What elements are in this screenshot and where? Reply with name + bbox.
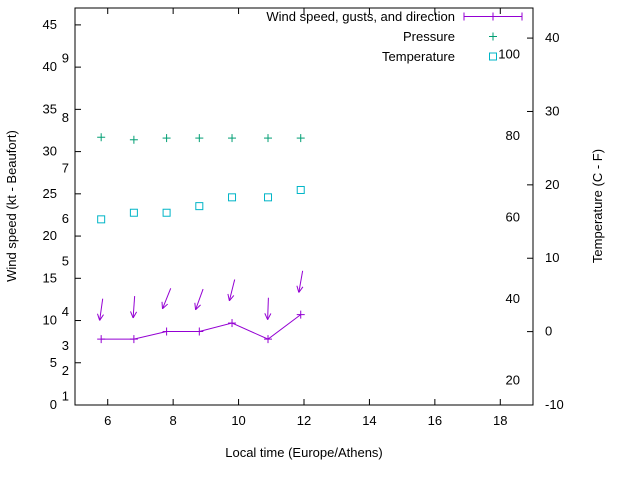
y-left-tick-label: 0 bbox=[50, 397, 57, 412]
y-left-tick-label: 5 bbox=[50, 355, 57, 370]
wind-direction-arrow bbox=[99, 298, 104, 321]
temperature-marker bbox=[296, 185, 305, 194]
wind-direction-arrowhead bbox=[195, 304, 201, 311]
y-left-tick-label: 10 bbox=[43, 313, 57, 328]
y-right-tick-label: 30 bbox=[545, 103, 559, 118]
wind-speed-line bbox=[101, 314, 302, 340]
x-tick-label: 16 bbox=[428, 413, 442, 428]
x-tick-label: 6 bbox=[104, 413, 111, 428]
beaufort-scale-label: 7 bbox=[62, 160, 69, 175]
plot-area: 6 8 10 12 14 16 18051015202530354045-100102030… bbox=[43, 7, 564, 428]
y-right-tick-label: -10 bbox=[545, 397, 564, 412]
x-tick-label: 10 bbox=[231, 413, 245, 428]
left-axis-title: Wind speed (kt - Beaufort) bbox=[4, 130, 19, 282]
beaufort-scale-label: 1 bbox=[62, 389, 69, 404]
temperature-marker bbox=[162, 208, 171, 217]
wind-direction-arrow bbox=[162, 288, 172, 309]
wind-direction-arrowhead bbox=[298, 286, 304, 293]
beaufort-scale-label: 2 bbox=[62, 363, 69, 378]
wind-direction-arrow bbox=[132, 296, 136, 319]
wind-direction-arrowhead bbox=[194, 302, 197, 310]
y-left-tick-label: 35 bbox=[43, 101, 57, 116]
plot-frame bbox=[74, 7, 534, 406]
y-right-tick-label: 20 bbox=[545, 177, 559, 192]
wind-direction-arrowhead bbox=[228, 295, 235, 302]
beaufort-scale-label: 3 bbox=[62, 338, 69, 353]
right-axis-title: Temperature (C - F) bbox=[590, 149, 605, 263]
x-tick-label: 14 bbox=[362, 413, 376, 428]
y-left-tick-label: 25 bbox=[43, 186, 57, 201]
wind-direction-arrowhead bbox=[132, 311, 138, 319]
temperature-marker bbox=[195, 202, 204, 211]
y-left-tick-label: 20 bbox=[43, 228, 57, 243]
y-left-tick-label: 40 bbox=[43, 59, 57, 74]
beaufort-scale-label: 8 bbox=[62, 110, 69, 125]
beaufort-scale-label: 5 bbox=[62, 253, 69, 268]
y-left-tick-label: 15 bbox=[43, 270, 57, 285]
y-right-tick-label: 0 bbox=[545, 324, 552, 339]
wind-direction-arrowhead bbox=[162, 303, 168, 310]
fahrenheit-scale-label: 100 bbox=[498, 46, 520, 61]
wind-direction-arrow bbox=[195, 288, 204, 310]
temperature-marker bbox=[264, 193, 273, 202]
beaufort-scale-label: 6 bbox=[62, 211, 69, 226]
x-axis-title: Local time (Europe/Athens) bbox=[225, 445, 383, 460]
legend-pressure-label: Pressure bbox=[403, 29, 455, 44]
beaufort-scale-label: 4 bbox=[62, 304, 69, 319]
x-tick-label: 12 bbox=[297, 413, 311, 428]
wind-direction-arrowhead bbox=[99, 314, 104, 321]
wind-direction-arrowhead bbox=[296, 285, 300, 293]
y-right-tick-label: 40 bbox=[545, 30, 559, 45]
wind-direction-arrowhead bbox=[227, 293, 230, 301]
x-tick-label: 8 bbox=[170, 413, 177, 428]
temperature-marker bbox=[228, 193, 237, 202]
y-left-tick-label: 45 bbox=[43, 17, 57, 32]
fahrenheit-scale-label: 20 bbox=[506, 373, 520, 388]
y-right-tick-label: 10 bbox=[545, 250, 559, 265]
fahrenheit-scale-label: 60 bbox=[506, 209, 520, 224]
y-left-tick-label: 30 bbox=[43, 144, 57, 159]
legend-temperature-sample-marker bbox=[489, 52, 497, 61]
beaufort-scale-label: 9 bbox=[62, 51, 69, 66]
temperature-marker bbox=[129, 208, 138, 217]
x-tick-label: 18 bbox=[493, 413, 507, 428]
wind-direction-arrowhead bbox=[97, 313, 101, 321]
fahrenheit-scale-label: 80 bbox=[506, 128, 520, 143]
wind-direction-arrowhead bbox=[267, 313, 272, 320]
wind-direction-arrow bbox=[298, 270, 304, 293]
wind-direction-arrowhead bbox=[130, 311, 134, 319]
fahrenheit-scale-label: 40 bbox=[506, 291, 520, 306]
legend-wind-label: Wind speed, gusts, and direction bbox=[266, 9, 455, 24]
wind-direction-arrowhead bbox=[264, 313, 269, 320]
wind-direction-arrow bbox=[267, 297, 269, 320]
legend-temperature-label: Temperature bbox=[382, 49, 455, 64]
temperature-marker bbox=[97, 215, 106, 224]
wind-direction-arrow bbox=[228, 279, 236, 301]
